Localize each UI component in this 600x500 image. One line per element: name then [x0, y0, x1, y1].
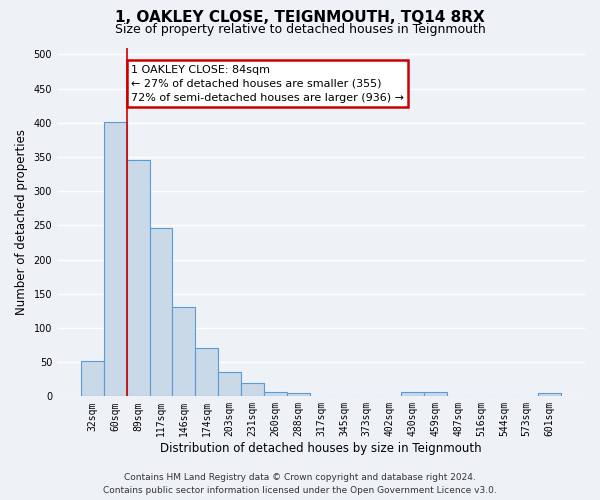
Bar — [81, 362, 104, 396]
Bar — [196, 348, 218, 397]
Bar — [264, 392, 287, 396]
Y-axis label: Number of detached properties: Number of detached properties — [15, 129, 28, 315]
Text: 1, OAKLEY CLOSE, TEIGNMOUTH, TQ14 8RX: 1, OAKLEY CLOSE, TEIGNMOUTH, TQ14 8RX — [115, 10, 485, 25]
Text: Contains HM Land Registry data © Crown copyright and database right 2024.
Contai: Contains HM Land Registry data © Crown c… — [103, 474, 497, 495]
X-axis label: Distribution of detached houses by size in Teignmouth: Distribution of detached houses by size … — [160, 442, 482, 455]
Text: 1 OAKLEY CLOSE: 84sqm
← 27% of detached houses are smaller (355)
72% of semi-det: 1 OAKLEY CLOSE: 84sqm ← 27% of detached … — [131, 65, 404, 103]
Bar — [241, 382, 264, 396]
Bar — [401, 392, 424, 396]
Bar — [127, 160, 149, 396]
Bar — [424, 392, 447, 396]
Bar — [149, 228, 172, 396]
Bar — [538, 393, 561, 396]
Text: Size of property relative to detached houses in Teignmouth: Size of property relative to detached ho… — [115, 22, 485, 36]
Bar — [172, 308, 196, 396]
Bar — [287, 393, 310, 396]
Bar — [104, 122, 127, 396]
Bar — [218, 372, 241, 396]
